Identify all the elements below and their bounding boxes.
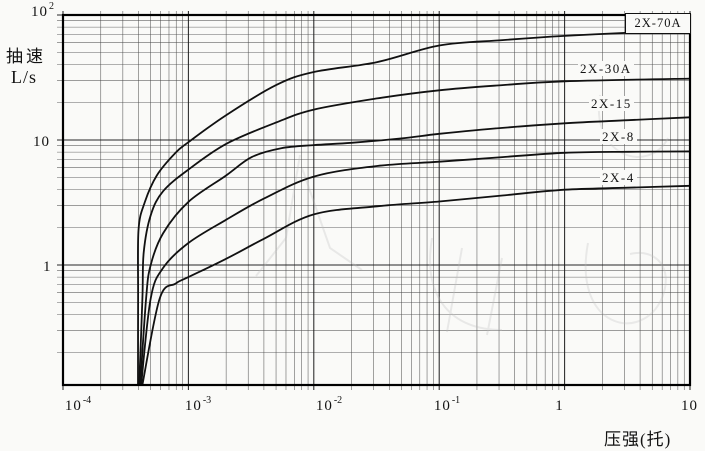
x-tick-1e-3-exp: -3: [202, 395, 212, 406]
curve-label-2x-70a: 2X-70A: [625, 13, 691, 34]
x-axis-title: 压强(托): [604, 430, 672, 449]
y-tick-1: 1: [43, 257, 53, 276]
curve-label-2x-30a: 2X-30A: [578, 61, 634, 76]
y-axis-quantity-label: 抽速: [6, 47, 46, 66]
x-tick-10-base: 10: [681, 398, 698, 414]
x-tick-1e-2: 10-2: [315, 395, 343, 415]
curve-label-2x-8: 2X-8: [600, 129, 637, 144]
y-tick-10: 10: [33, 132, 51, 151]
x-tick-1e-3-base: 10: [184, 398, 202, 414]
x-tick-1e-1-base: 10: [433, 398, 451, 414]
curve-label-2x-4: 2X-4: [600, 170, 637, 185]
x-tick-1e-4-exp: -4: [82, 395, 92, 406]
y-tick-1-base: 1: [43, 259, 52, 275]
y-axis-unit-label: L/s: [11, 67, 38, 87]
x-tick-1: 1: [555, 396, 565, 415]
x-tick-1e-2-base: 10: [315, 398, 333, 414]
y-tick-100: 102: [31, 1, 54, 21]
x-tick-1e-4: 10-4: [64, 395, 92, 415]
curve-label-2x-15: 2X-15: [589, 96, 634, 111]
x-tick-1-base: 1: [555, 398, 564, 414]
y-tick-100-base: 10: [31, 4, 48, 20]
x-tick-1e-2-exp: -2: [333, 395, 343, 406]
y-tick-100-exp: 2: [49, 1, 54, 12]
x-tick-1e-3: 10-3: [184, 395, 212, 415]
y-tick-10-base: 10: [33, 134, 50, 150]
x-tick-1e-1: 10-1: [433, 395, 461, 415]
x-tick-1e-1-exp: -1: [451, 395, 461, 406]
x-tick-1e-4-base: 10: [64, 398, 82, 414]
x-tick-10: 10: [681, 396, 699, 415]
